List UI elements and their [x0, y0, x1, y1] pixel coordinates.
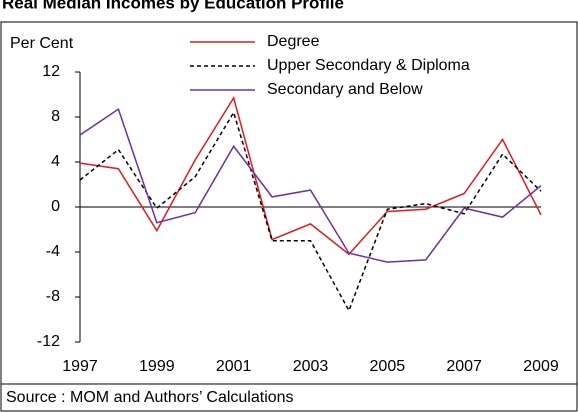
series-line — [79, 110, 542, 313]
legend-label: Secondary and Below — [267, 81, 423, 98]
x-tick-label: 2003 — [293, 358, 329, 375]
x-tick-label: 2001 — [216, 358, 252, 375]
legend-label: Upper Secondary & Diploma — [267, 57, 470, 74]
x-tick-label: 2007 — [446, 358, 482, 375]
y-tick-label: -12 — [37, 333, 60, 350]
y-tick-label: 8 — [51, 108, 60, 125]
y-tick-label: -8 — [46, 288, 60, 305]
chart-title: Real Median Incomes by Education Profile — [2, 0, 344, 12]
frame — [0, 21, 578, 412]
x-tick-label: 2005 — [370, 358, 406, 375]
series-line — [79, 96, 542, 256]
series-line — [79, 107, 542, 263]
y-tick-label: 12 — [42, 63, 60, 80]
y-tick-label: 4 — [51, 153, 60, 170]
x-tick-label: 1997 — [62, 358, 98, 375]
y-tick-label: -4 — [46, 243, 60, 260]
x-tick-label: 1999 — [139, 358, 175, 375]
legend-label: Degree — [267, 33, 320, 50]
x-tick-label: 2009 — [523, 358, 559, 375]
source: Source : MOM and Authors’ Calculations — [6, 389, 294, 406]
y-tick-label: 0 — [51, 198, 60, 215]
y-axis-label: Per Cent — [10, 35, 74, 52]
